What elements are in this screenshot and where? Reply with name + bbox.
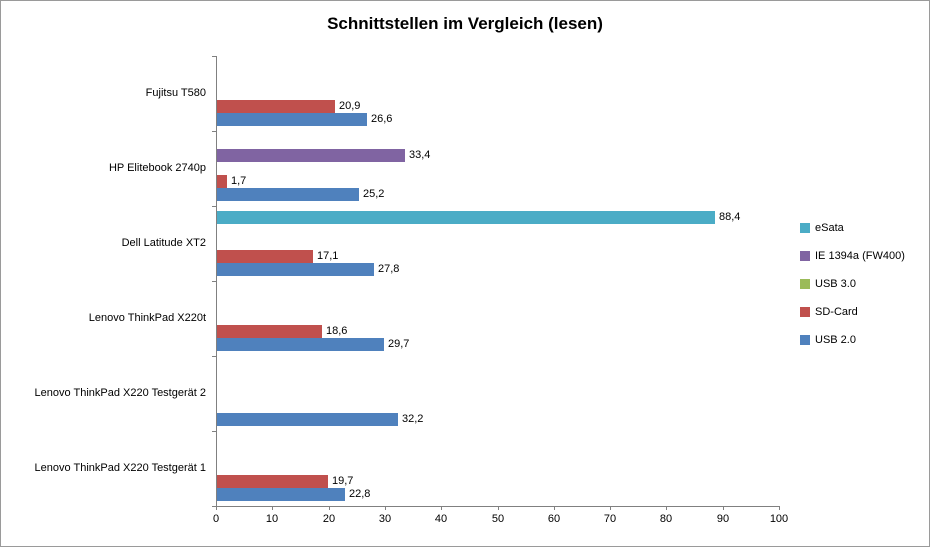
x-axis-label: 100: [769, 513, 789, 525]
category-label: Lenovo ThinkPad X220 Testgerät 1: [34, 462, 206, 474]
legend-item: USB 3.0: [800, 278, 905, 290]
y-axis-tick: [212, 131, 216, 132]
x-axis-label: 50: [491, 513, 505, 525]
x-axis-tick: [779, 506, 780, 510]
x-axis-label: 90: [716, 513, 730, 525]
category-label: Fujitsu T580: [145, 87, 206, 99]
bar: [217, 188, 359, 201]
bar-value-label: 20,9: [339, 100, 361, 112]
bar-value-label: 22,8: [349, 488, 371, 500]
x-axis-tick: [441, 506, 442, 510]
x-axis-tick: [385, 506, 386, 510]
bar: [217, 175, 227, 188]
x-axis-tick: [554, 506, 555, 510]
y-axis-tick: [212, 56, 216, 57]
bar-value-label: 25,2: [363, 188, 385, 200]
x-axis-tick: [216, 506, 217, 510]
chart-title: Schnittstellen im Vergleich (lesen): [327, 14, 603, 33]
legend-label: IE 1394a (FW400): [815, 250, 905, 262]
bar: [217, 211, 715, 224]
bar-value-label: 29,7: [388, 338, 410, 350]
bar-value-label: 17,1: [317, 250, 339, 262]
bar-value-label: 88,4: [719, 211, 741, 223]
bar-value-label: 32,2: [402, 413, 424, 425]
legend-label: USB 2.0: [815, 334, 856, 346]
x-axis-tick: [329, 506, 330, 510]
y-axis-tick: [212, 281, 216, 282]
legend-label: SD-Card: [815, 306, 858, 318]
x-axis-label: 80: [659, 513, 673, 525]
category-label: HP Elitebook 2740p: [108, 162, 206, 174]
legend-item: SD-Card: [800, 306, 905, 318]
legend-swatch: [800, 223, 810, 233]
x-axis-tick: [610, 506, 611, 510]
x-axis-label: 0: [212, 513, 220, 525]
x-axis-label: 60: [547, 513, 561, 525]
legend-item: eSata: [800, 222, 905, 234]
bar: [217, 100, 335, 113]
category-label: Lenovo ThinkPad X220 Testgerät 2: [34, 387, 206, 399]
x-axis-tick: [272, 506, 273, 510]
bar-value-label: 26,6: [371, 113, 393, 125]
x-axis-label: 30: [378, 513, 392, 525]
legend: eSata IE 1394a (FW400) USB 3.0 SD-Card USB 2…: [800, 222, 905, 346]
x-axis-label: 40: [434, 513, 448, 525]
y-axis-tick: [212, 506, 216, 507]
bar: [217, 113, 367, 126]
legend-swatch: [800, 251, 810, 261]
x-axis-tick: [498, 506, 499, 510]
y-axis-tick: [212, 206, 216, 207]
legend-label: eSata: [815, 222, 844, 234]
bar-value-label: 33,4: [409, 149, 431, 161]
bar: [217, 263, 374, 276]
x-axis-tick: [666, 506, 667, 510]
legend-item: USB 2.0: [800, 334, 905, 346]
bar: [217, 475, 328, 488]
bar: [217, 488, 345, 501]
bar-value-label: 18,6: [326, 325, 348, 337]
bar: [217, 250, 313, 263]
legend-swatch: [800, 307, 810, 317]
bar: [217, 325, 322, 338]
bar-value-label: 27,8: [378, 263, 400, 275]
bar-value-label: 1,7: [231, 175, 247, 187]
bar: [217, 338, 384, 351]
y-axis-tick: [212, 356, 216, 357]
legend-item: IE 1394a (FW400): [800, 250, 905, 262]
x-axis-tick: [723, 506, 724, 510]
x-axis-label: 70: [603, 513, 617, 525]
bar: [217, 149, 405, 162]
y-axis-tick: [212, 431, 216, 432]
legend-swatch: [800, 335, 810, 345]
legend-label: USB 3.0: [815, 278, 856, 290]
category-label: Dell Latitude XT2: [121, 237, 206, 249]
x-axis-label: 20: [322, 513, 336, 525]
legend-swatch: [800, 279, 810, 289]
x-axis-label: 10: [265, 513, 279, 525]
category-label: Lenovo ThinkPad X220t: [88, 312, 206, 324]
bar: [217, 413, 398, 426]
bar-value-label: 19,7: [332, 475, 354, 487]
